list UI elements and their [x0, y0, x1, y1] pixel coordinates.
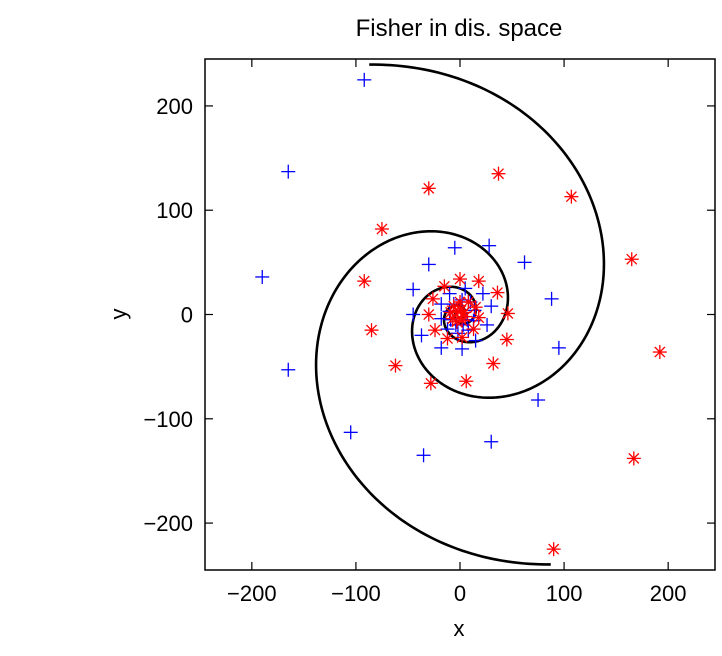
- asterisk-marker: [421, 181, 436, 196]
- plus-marker: [414, 328, 429, 343]
- plus-marker: [475, 286, 490, 301]
- plus-marker: [343, 425, 358, 440]
- plus-marker: [406, 307, 421, 322]
- y-tick-label: −200: [143, 511, 193, 536]
- asterisk-marker: [374, 221, 389, 236]
- plus-marker: [416, 448, 431, 463]
- plus-marker: [442, 286, 457, 301]
- scatter-series: [255, 72, 667, 557]
- plus-marker: [484, 299, 499, 314]
- asterisk-marker: [624, 252, 639, 267]
- asterisk-marker: [626, 451, 641, 466]
- asterisk-marker: [425, 291, 440, 306]
- x-tick-label: −100: [331, 581, 381, 606]
- asterisk-marker: [490, 285, 505, 300]
- x-axis-label: x: [454, 616, 465, 641]
- asterisk-marker: [652, 345, 667, 360]
- asterisk-marker: [440, 331, 455, 346]
- y-tick-label: 100: [156, 198, 193, 223]
- asterisk-marker: [364, 323, 379, 338]
- asterisk-marker: [471, 310, 486, 325]
- plus-marker: [281, 164, 296, 179]
- asterisk-marker: [450, 304, 465, 319]
- series-asterisk: [357, 166, 667, 557]
- plus-marker: [447, 240, 462, 255]
- asterisk-marker: [437, 279, 452, 294]
- asterisk-marker: [499, 332, 514, 347]
- plus-marker: [482, 238, 497, 253]
- plus-marker: [544, 291, 559, 306]
- chart-title: Fisher in dis. space: [356, 15, 563, 42]
- y-tick-label: 0: [181, 303, 193, 328]
- plus-marker: [255, 269, 270, 284]
- y-tick-label: 200: [156, 94, 193, 119]
- y-axis-ticks: −200 −100 0 100 200: [143, 94, 715, 536]
- y-axis-label: y: [106, 309, 131, 320]
- decision-boundary-arm-b: [314, 229, 551, 566]
- asterisk-marker: [459, 374, 474, 389]
- asterisk-marker: [466, 322, 481, 337]
- asterisk-marker: [423, 376, 438, 391]
- asterisk-marker: [500, 306, 515, 321]
- asterisk-marker: [491, 166, 506, 181]
- asterisk-marker: [357, 274, 372, 289]
- series-plus: [255, 72, 566, 463]
- plus-marker: [406, 282, 421, 297]
- asterisk-marker: [486, 356, 501, 371]
- decision-boundary: [314, 63, 606, 566]
- plus-marker: [434, 297, 449, 312]
- asterisk-marker: [428, 323, 443, 338]
- plot-area-frame: [204, 58, 716, 571]
- plus-marker: [480, 317, 495, 332]
- plus-marker: [551, 340, 566, 355]
- asterisk-marker: [468, 300, 483, 315]
- x-tick-label: 100: [546, 581, 583, 606]
- y-tick-label: −100: [143, 407, 193, 432]
- asterisk-marker: [421, 307, 436, 322]
- x-tick-label: −200: [227, 581, 277, 606]
- x-tick-label: 0: [454, 581, 466, 606]
- plus-marker: [421, 257, 436, 272]
- plus-marker: [281, 362, 296, 377]
- plus-marker: [357, 72, 372, 87]
- asterisk-marker: [471, 274, 486, 289]
- plus-marker: [434, 340, 449, 355]
- x-axis-ticks: −200 −100 0 100 200: [227, 59, 687, 606]
- plus-marker: [517, 255, 532, 270]
- asterisk-marker: [388, 358, 403, 373]
- plus-marker: [484, 434, 499, 449]
- asterisk-marker: [546, 542, 561, 557]
- asterisk-marker: [455, 330, 470, 345]
- plus-marker: [468, 333, 483, 348]
- asterisk-marker: [564, 189, 579, 204]
- x-tick-label: 200: [650, 581, 687, 606]
- asterisk-marker: [453, 272, 467, 287]
- plus-marker: [531, 393, 546, 408]
- decision-boundary-arm-a: [369, 63, 606, 400]
